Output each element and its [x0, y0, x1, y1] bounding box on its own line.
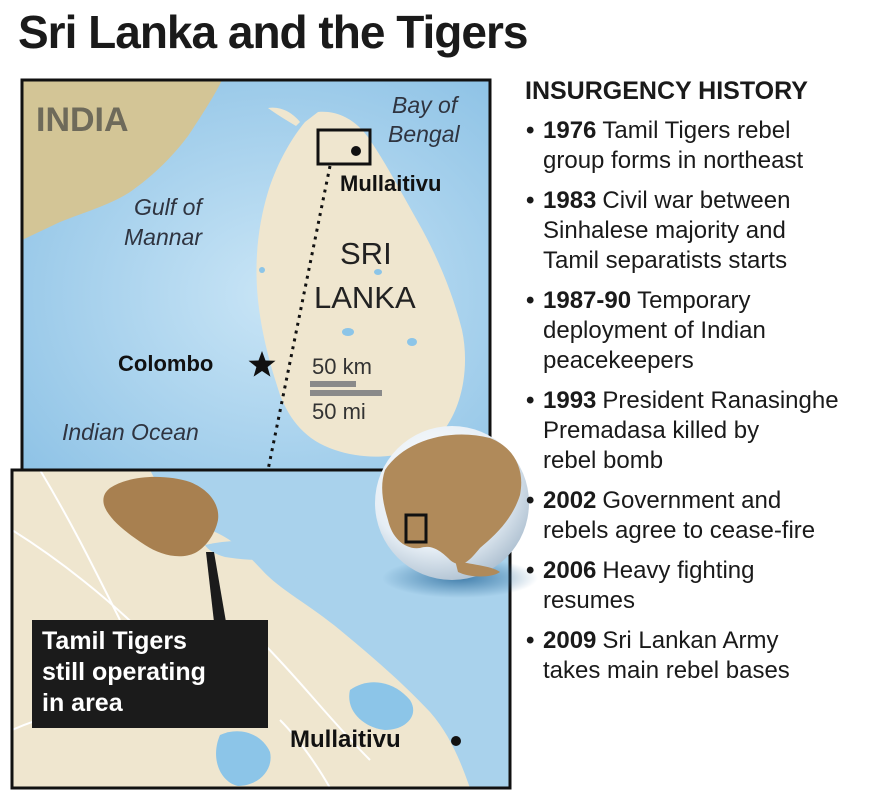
- sri-lanka-landmass: [256, 111, 466, 457]
- event-text: Government and: [602, 487, 782, 514]
- event-text: Sinhalese majority and: [543, 217, 786, 244]
- bay-of-bengal-label-line1: Bay of: [392, 92, 458, 118]
- insurgency-history: INSURGENCY HISTORY • 1976 Tamil Tigers re…: [525, 76, 891, 686]
- callout-line: still operating: [42, 658, 206, 686]
- history-event: • 1993 President Ranasinghe Premadasa kil…: [525, 386, 891, 476]
- bay-of-bengal-label-line2: Bengal: [388, 121, 460, 147]
- colombo-label: Colombo: [118, 351, 214, 376]
- event-year: 1983: [543, 187, 597, 214]
- star-icon: [248, 351, 276, 377]
- history-event: • 1987-90 Temporary deployment of Indian …: [525, 286, 891, 376]
- gulf-of-mannar-label-line1: Gulf of: [134, 194, 202, 220]
- event-text: peacekeepers: [543, 347, 694, 374]
- event-text: takes main rebel bases: [543, 657, 790, 684]
- bullet-icon: •: [526, 487, 535, 514]
- bullet-icon: •: [526, 387, 535, 414]
- rebel-area-callout: Tamil Tigers still operating in area: [32, 620, 268, 728]
- rebel-area: [103, 476, 219, 557]
- globe-icon: [375, 426, 538, 598]
- bullet-icon: •: [526, 557, 535, 584]
- history-event: • 2002 Government and rebels agree to cea…: [525, 486, 891, 546]
- mullaitivu-label: Mullaitivu: [340, 171, 442, 196]
- event-year: 2002: [543, 487, 597, 514]
- page-title: Sri Lanka and the Tigers: [18, 6, 528, 58]
- history-header: INSURGENCY HISTORY: [525, 77, 808, 105]
- event-text: rebel bomb: [543, 447, 664, 474]
- event-text: deployment of Indian: [543, 317, 766, 344]
- event-text: Tamil separatists starts: [543, 247, 788, 274]
- inset-marker: [316, 128, 372, 166]
- scale-bar-mi: [310, 390, 382, 396]
- indian-ocean-label: Indian Ocean: [62, 419, 199, 445]
- event-text: President Ranasinghe: [602, 387, 839, 414]
- history-event: • 2009 Sri Lankan Army takes main rebel b…: [525, 626, 891, 686]
- inset-city-dot-icon: [451, 736, 461, 746]
- event-year: 2006: [543, 557, 597, 584]
- event-year: 2009: [543, 627, 597, 654]
- event-text: group forms in northeast: [543, 147, 804, 174]
- city-dot-icon: [351, 146, 361, 156]
- event-text: resumes: [543, 587, 636, 614]
- main-map: [22, 80, 490, 470]
- history-event: • 2006 Heavy fighting resumes: [525, 556, 891, 616]
- history-event: • 1976 Tamil Tigers rebel group forms in …: [525, 116, 891, 176]
- bullet-icon: •: [526, 287, 535, 314]
- gulf-of-mannar-label-line2: Mannar: [124, 224, 202, 250]
- event-text: Heavy fighting: [602, 557, 755, 584]
- callout-line: Tamil Tigers: [42, 627, 187, 655]
- event-text: Temporary: [637, 287, 751, 314]
- sri-lanka-label-line2: LANKA: [314, 280, 416, 315]
- india-label: INDIA: [36, 101, 129, 139]
- bullet-icon: •: [526, 627, 535, 654]
- history-event: • 1983 Civil war between Sinhalese majori…: [525, 186, 891, 276]
- callout-line: in area: [42, 689, 123, 717]
- inset-mullaitivu-label: Mullaitivu: [290, 726, 401, 753]
- event-year: 1976: [543, 117, 597, 144]
- scale-bar-km: [310, 381, 356, 387]
- event-text: Civil war between: [602, 187, 791, 214]
- lagoon-north: [349, 682, 414, 730]
- scale-km-label: 50 km: [312, 354, 372, 379]
- event-text: Tamil Tigers rebel: [602, 117, 791, 144]
- bullet-icon: •: [526, 117, 535, 144]
- event-text: Sri Lankan Army: [602, 627, 779, 654]
- bullet-icon: •: [526, 187, 535, 214]
- lagoon-south: [216, 731, 271, 786]
- event-year: 1993: [543, 387, 597, 414]
- india-landmass: [22, 80, 222, 240]
- event-text: Premadasa killed by: [543, 417, 760, 444]
- sri-lanka-label-line1: SRI: [340, 236, 392, 271]
- event-text: rebels agree to cease-fire: [543, 517, 816, 544]
- scale-mi-label: 50 mi: [312, 399, 366, 424]
- event-year: 1987-90: [543, 287, 632, 314]
